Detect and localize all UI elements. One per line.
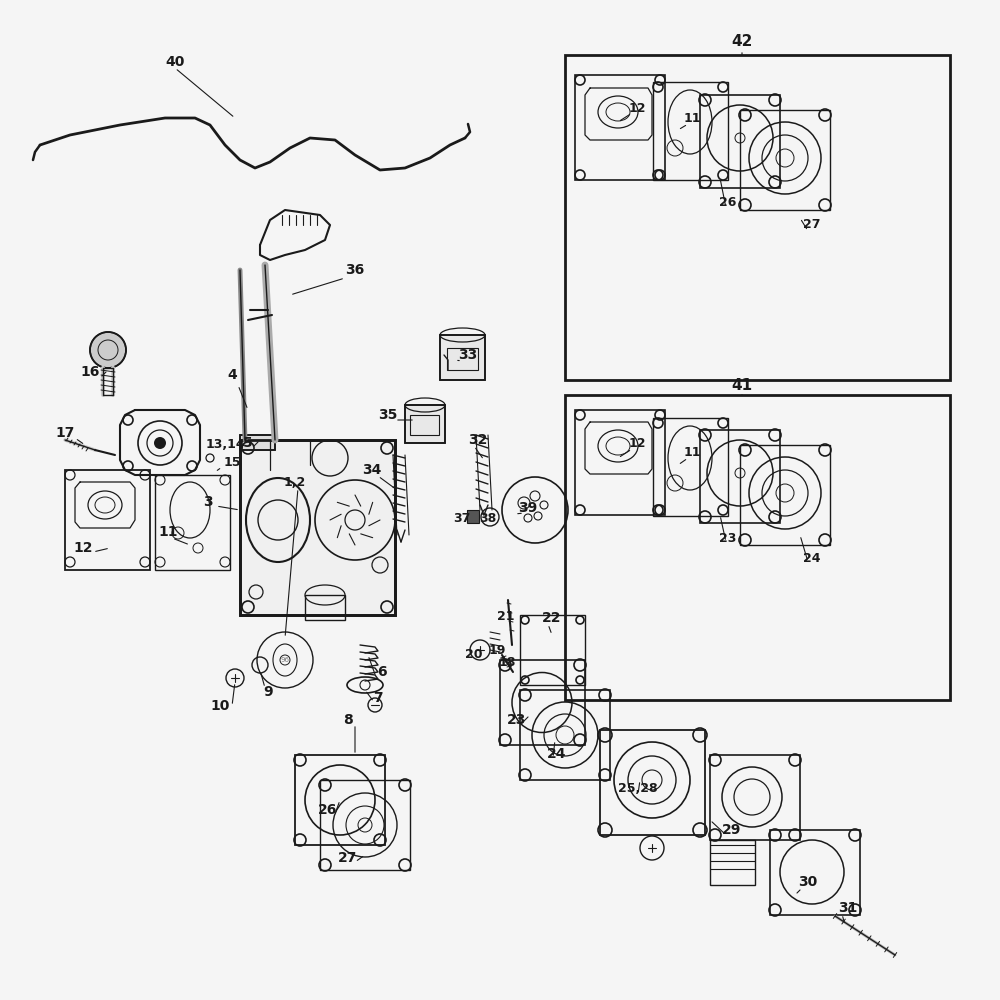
Text: 12: 12	[73, 541, 93, 555]
Bar	[155, 475, 230, 570]
Bar	[520, 690, 610, 780]
Bar	[295, 755, 385, 845]
Text: 39: 39	[518, 501, 538, 515]
Bar	[500, 660, 585, 745]
Text: 29: 29	[722, 823, 742, 837]
Text: 34: 34	[362, 463, 382, 477]
Bar	[440, 335, 485, 380]
Text: 10: 10	[210, 699, 230, 713]
Text: 27: 27	[338, 851, 358, 865]
Text: 30: 30	[798, 875, 818, 889]
Text: 36: 36	[345, 263, 365, 277]
Bar	[240, 435, 275, 450]
Text: 5: 5	[243, 436, 253, 450]
Bar	[653, 82, 728, 180]
Bar	[770, 830, 860, 915]
Text: 4: 4	[227, 368, 237, 382]
Bar	[447, 348, 478, 370]
Text: 40: 40	[165, 55, 185, 69]
Bar	[240, 440, 395, 615]
Text: 27: 27	[803, 219, 821, 232]
Bar	[410, 415, 439, 435]
Text: 33: 33	[458, 348, 478, 362]
Bar	[405, 405, 445, 443]
Text: 35: 35	[378, 408, 398, 422]
Text: 12: 12	[628, 437, 646, 450]
Bar	[740, 445, 830, 545]
Text: 23: 23	[719, 532, 737, 544]
Text: 9: 9	[263, 685, 273, 699]
Text: 16: 16	[80, 365, 100, 379]
Text: 13,14: 13,14	[205, 438, 245, 450]
Text: 6: 6	[377, 665, 387, 679]
Text: 26: 26	[318, 803, 338, 817]
Bar	[467, 510, 479, 523]
Text: 11: 11	[683, 111, 701, 124]
Text: 42: 42	[731, 34, 753, 49]
Text: 37: 37	[453, 512, 471, 524]
Bar	[320, 780, 410, 870]
Text: 15: 15	[223, 456, 241, 468]
Text: 17: 17	[55, 426, 75, 440]
Text: 38: 38	[479, 512, 497, 524]
Text: 21: 21	[497, 610, 515, 624]
Text: 31: 31	[838, 901, 858, 915]
Text: 25,28: 25,28	[618, 782, 658, 794]
Bar	[440, 335, 485, 380]
Text: 20: 20	[465, 648, 483, 662]
Bar	[700, 430, 780, 523]
Bar	[240, 440, 395, 615]
Bar	[520, 615, 585, 685]
Bar	[710, 840, 755, 885]
Bar	[653, 418, 728, 516]
Text: 22: 22	[542, 611, 562, 625]
Text: 1,2: 1,2	[284, 476, 306, 488]
Bar	[65, 470, 150, 570]
Text: 18: 18	[498, 657, 516, 670]
Bar	[575, 75, 665, 180]
Bar	[600, 730, 705, 835]
Bar	[710, 755, 800, 840]
Text: 24: 24	[803, 552, 821, 564]
Bar	[305, 595, 345, 620]
Text: 8: 8	[343, 713, 353, 727]
Text: 3: 3	[203, 495, 213, 509]
Text: 12: 12	[628, 102, 646, 114]
Text: 24: 24	[547, 747, 567, 761]
Bar	[740, 110, 830, 210]
Text: 11: 11	[683, 446, 701, 458]
Circle shape	[154, 437, 166, 449]
Bar	[405, 405, 445, 443]
Text: 19: 19	[488, 644, 506, 656]
Text: 11: 11	[158, 525, 178, 539]
Bar	[700, 95, 780, 188]
Text: 32: 32	[468, 433, 488, 447]
Text: 41: 41	[731, 377, 753, 392]
Text: 7: 7	[373, 691, 383, 705]
Circle shape	[90, 332, 126, 368]
Text: 23: 23	[507, 713, 527, 727]
Text: 96: 96	[280, 657, 290, 663]
Bar	[565, 395, 950, 700]
Bar	[467, 510, 479, 523]
Text: 26: 26	[719, 196, 737, 209]
Bar	[575, 410, 665, 515]
Bar	[240, 435, 275, 450]
Bar	[565, 55, 950, 380]
